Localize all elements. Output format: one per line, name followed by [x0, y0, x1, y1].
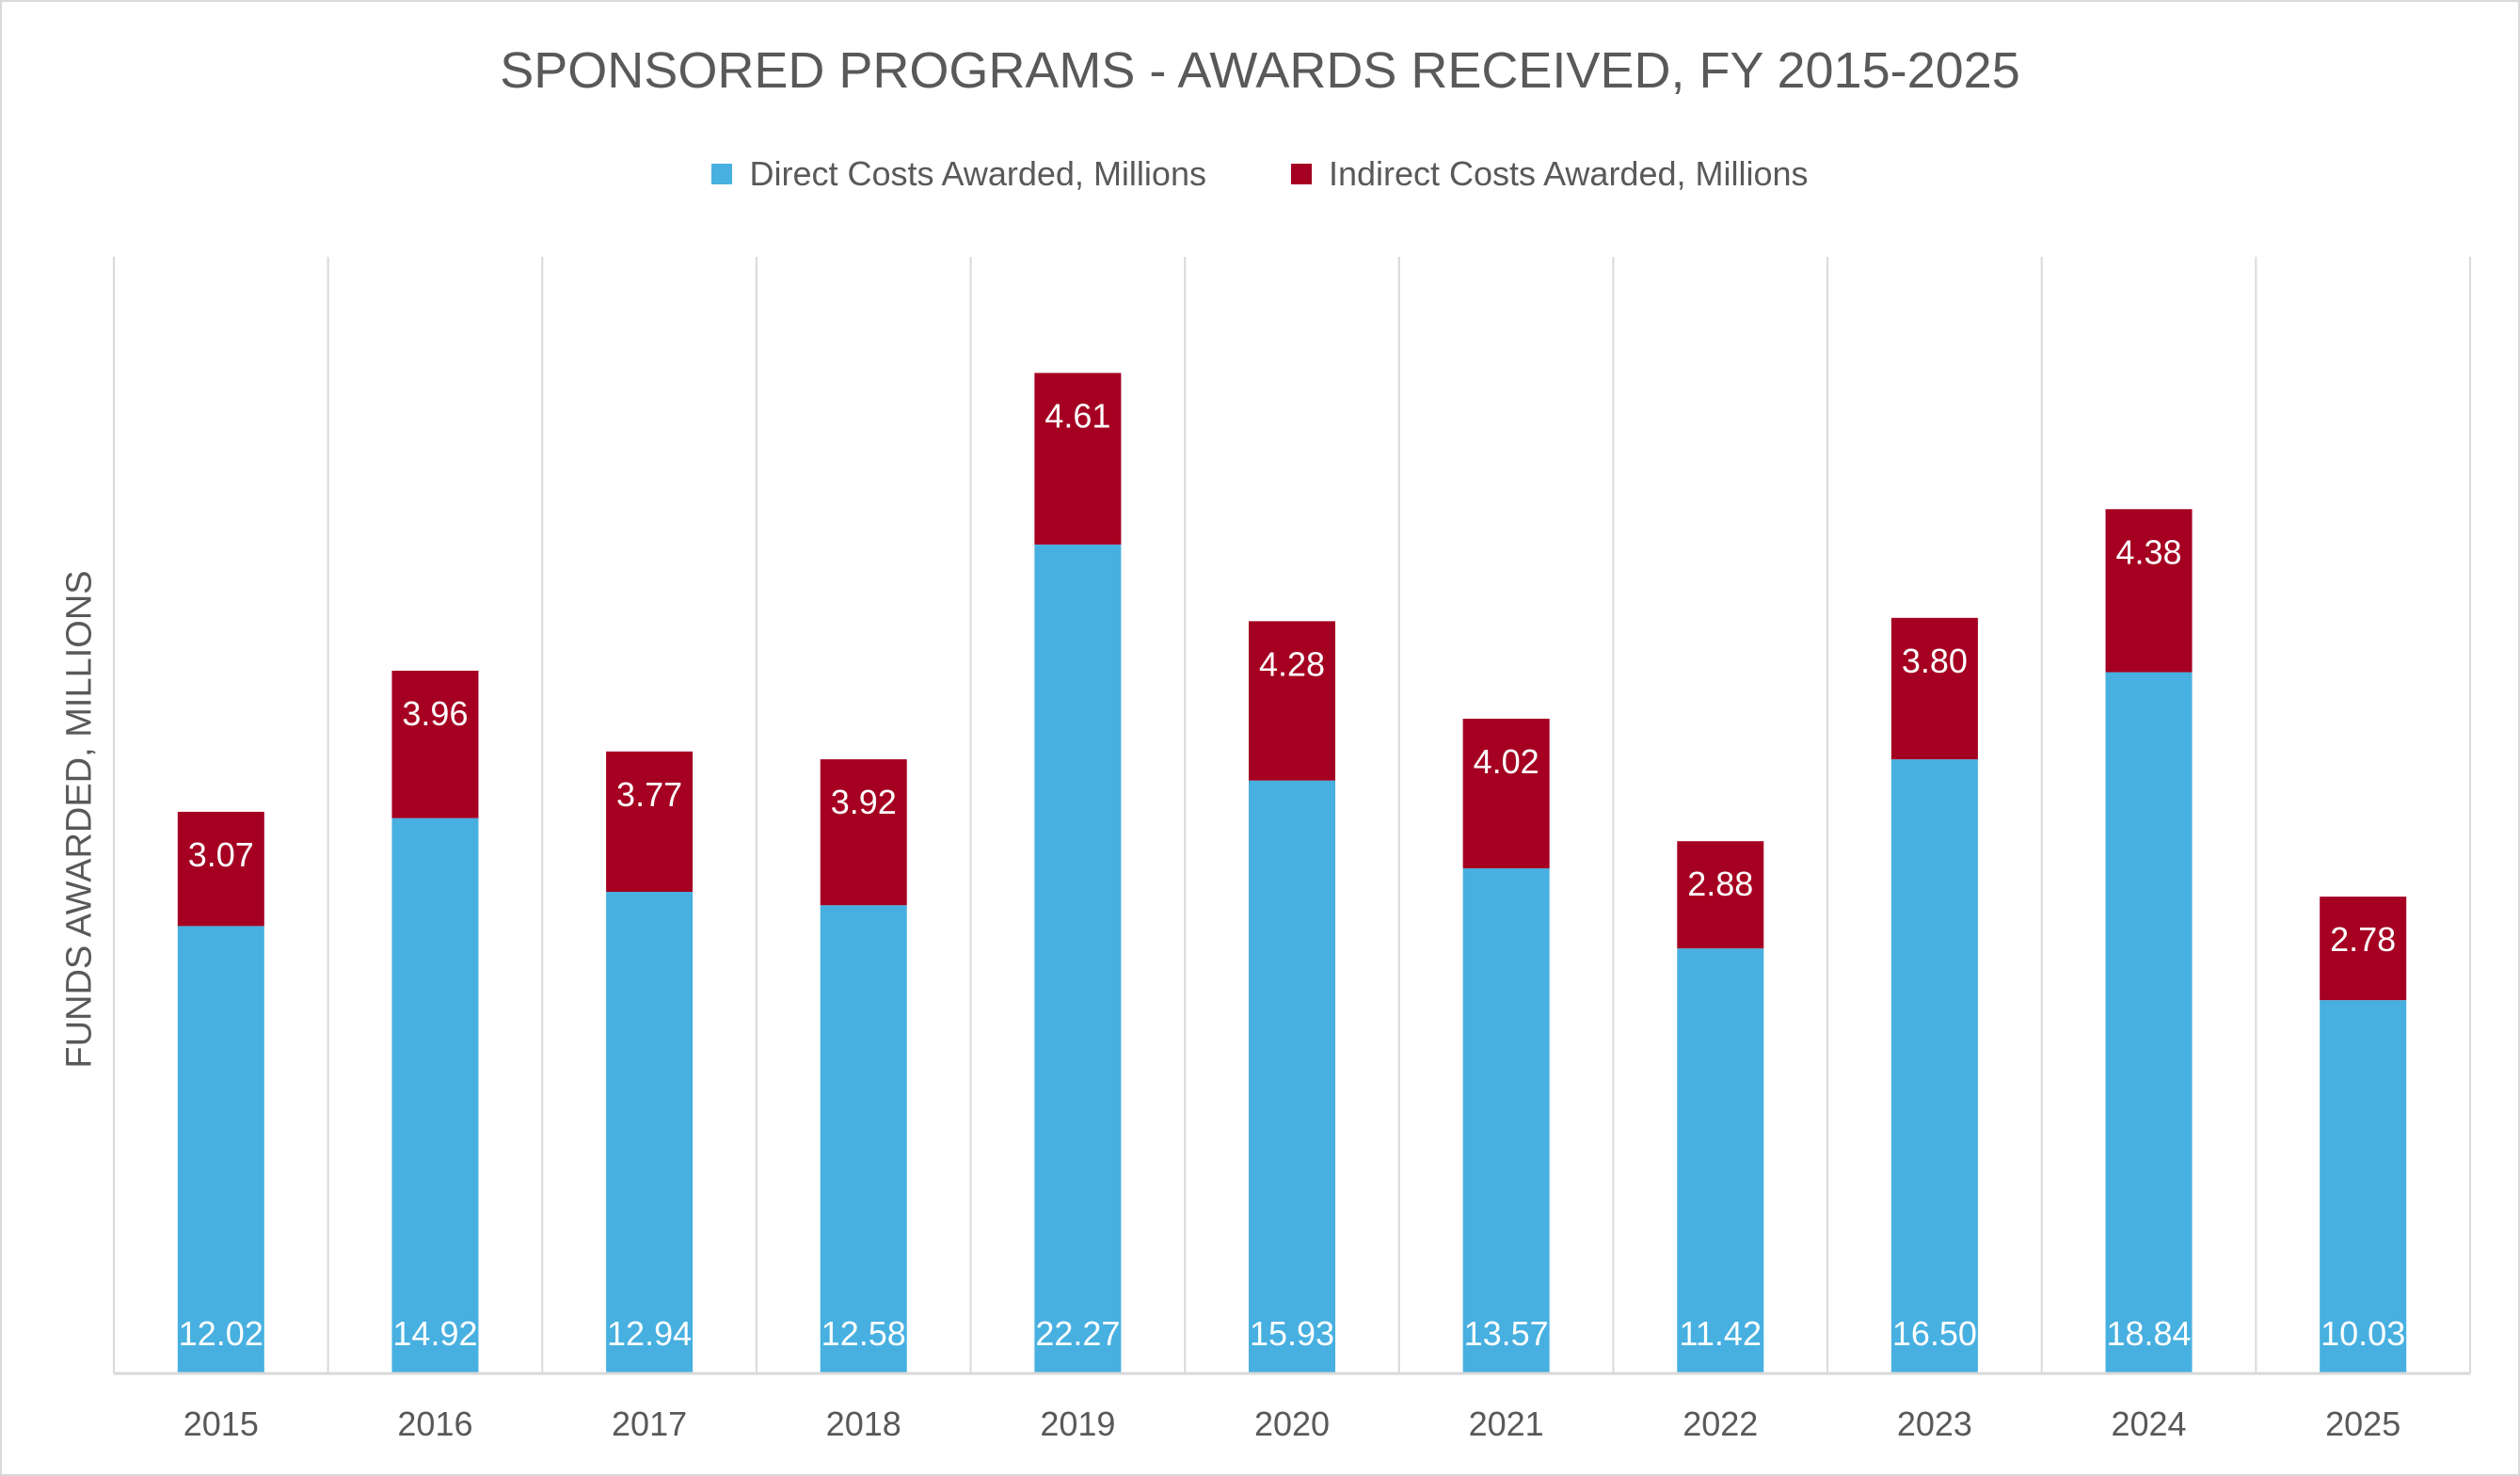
data-label-direct-2023: 16.50 [1892, 1314, 1977, 1353]
x-tick-label-2015: 2015 [183, 1405, 259, 1443]
data-label-indirect-2021: 4.02 [1474, 742, 1539, 781]
bar-direct-2016 [391, 817, 479, 1373]
data-label-direct-2022: 11.42 [1680, 1314, 1762, 1353]
data-label-indirect-2025: 2.78 [2330, 920, 2396, 959]
bar-direct-2024 [2105, 672, 2193, 1373]
bar-direct-2019 [1034, 544, 1122, 1373]
bar-indirect-2015 [177, 811, 264, 927]
data-label-direct-2025: 10.03 [2321, 1314, 2405, 1353]
bar-direct-2020 [1249, 780, 1335, 1373]
bar-direct-2017 [606, 892, 694, 1373]
x-tick-label-2020: 2020 [1254, 1405, 1330, 1443]
bar-indirect-2018 [820, 759, 907, 906]
bar-indirect-2021 [1462, 719, 1550, 869]
x-tick-label-2017: 2017 [612, 1405, 687, 1443]
chart-title: SPONSORED PROGRAMS - AWARDS RECEIVED, FY… [500, 42, 2020, 99]
bar-indirect-2025 [2320, 897, 2407, 1001]
x-tick-label-2021: 2021 [1469, 1405, 1544, 1443]
data-label-indirect-2017: 3.77 [616, 775, 682, 814]
data-label-indirect-2024: 4.38 [2116, 532, 2182, 571]
bar-direct-2025 [2320, 1000, 2407, 1373]
data-label-indirect-2018: 3.92 [831, 783, 897, 821]
data-label-direct-2024: 18.84 [2106, 1314, 2191, 1353]
bar-direct-2018 [820, 905, 907, 1373]
legend-label-direct: Direct Costs Awarded, Millions [749, 154, 1206, 193]
legend-swatch-direct [711, 164, 733, 184]
x-tick-label-2022: 2022 [1683, 1405, 1758, 1443]
bar-indirect-2024 [2105, 509, 2193, 673]
x-tick-label-2025: 2025 [2325, 1405, 2400, 1443]
x-tick-label-2016: 2016 [397, 1405, 472, 1443]
data-label-direct-2018: 12.58 [821, 1314, 906, 1353]
legend: Direct Costs Awarded, Millions Indirect … [0, 154, 2520, 194]
data-label-direct-2021: 13.57 [1464, 1314, 1549, 1353]
legend-label-indirect: Indirect Costs Awarded, Millions [1328, 154, 1809, 193]
bar-direct-2022 [1677, 948, 1764, 1373]
data-label-direct-2015: 12.02 [179, 1314, 263, 1353]
legend-item-indirect: Indirect Costs Awarded, Millions [1290, 154, 1809, 194]
x-tick-label-2018: 2018 [826, 1405, 901, 1443]
legend-swatch-indirect [1290, 164, 1312, 184]
data-label-direct-2017: 12.94 [607, 1314, 692, 1353]
x-tick-label-2023: 2023 [1897, 1405, 1972, 1443]
data-label-direct-2020: 15.93 [1250, 1314, 1334, 1353]
data-label-indirect-2022: 2.88 [1687, 865, 1753, 903]
x-tick-label-2024: 2024 [2111, 1405, 2186, 1443]
data-label-indirect-2016: 3.96 [402, 694, 468, 733]
x-tick-label-2019: 2019 [1040, 1405, 1115, 1443]
bar-direct-2021 [1462, 868, 1550, 1373]
bar-indirect-2022 [1677, 841, 1764, 949]
bar-direct-2015 [177, 926, 264, 1373]
bar-indirect-2017 [606, 751, 694, 893]
bar-indirect-2019 [1034, 373, 1122, 545]
bar-direct-2023 [1890, 759, 1978, 1373]
data-label-direct-2016: 14.92 [392, 1314, 477, 1353]
data-label-direct-2019: 22.27 [1035, 1314, 1120, 1353]
data-label-indirect-2015: 3.07 [188, 835, 254, 874]
bar-indirect-2016 [391, 670, 479, 818]
bar-indirect-2020 [1249, 621, 1335, 781]
legend-item-direct: Direct Costs Awarded, Millions [711, 154, 1206, 194]
data-label-indirect-2020: 4.28 [1259, 644, 1325, 683]
data-label-indirect-2023: 3.80 [1902, 642, 1968, 680]
bar-indirect-2023 [1890, 617, 1978, 760]
data-label-indirect-2019: 4.61 [1045, 396, 1110, 435]
